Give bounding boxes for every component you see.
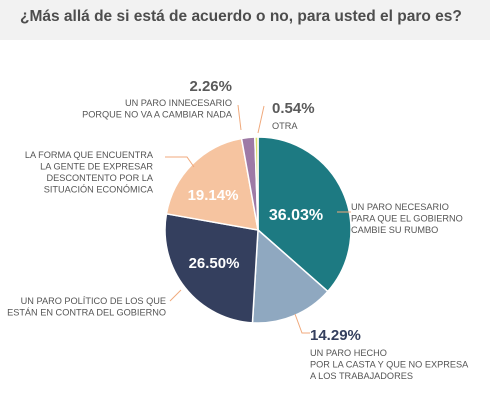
- pie-labels: 36.03% UN PARO NECESARIO PARA QUE EL GOBIE…: [7, 78, 469, 381]
- pie-slice-un-paro-politico-de-los-que-: [164, 212, 259, 324]
- leader-line-otra: [257, 105, 265, 134]
- leader-line-la-forma-que-encuentra-la-ge: [165, 156, 195, 168]
- category-label-un-paro-innecesario-porque-n: UN PARO INNECESARIO PORQUE NO VA A CAMBIA…: [82, 98, 233, 120]
- value-label-un-paro-innecesario-porque-n: 2.26%: [189, 78, 232, 95]
- pie-slice-un-paro-necesario-para-que-e: [257, 136, 352, 293]
- value-label-un-paro-hecho-por-la-casta-y: 14.29%: [310, 327, 361, 344]
- category-label-un-paro-politico-de-los-que-: UN PARO POLÍTICO DE LOS QUE ESTÁN EN CONT…: [7, 296, 166, 318]
- value-label-la-forma-que-encuentra-la-ge: 19.14%: [188, 187, 239, 204]
- chart-title: ¿Más allá de si está de acuerdo o no, pa…: [20, 8, 462, 25]
- pie-slice-otra: [254, 136, 259, 231]
- category-label-otra: OTRA: [272, 121, 298, 131]
- pie-slices: [164, 136, 352, 324]
- title-bar: ¿Más allá de si está de acuerdo o no, pa…: [0, 0, 490, 40]
- value-label-otra: 0.54%: [272, 100, 315, 117]
- category-label-la-forma-que-encuentra-la-ge: LA FORMA QUE ENCUENTRA LA GENTE DE EXPRES…: [25, 150, 154, 195]
- pie-slice-un-paro-hecho-por-la-casta-y: [251, 228, 329, 324]
- leader-line-un-paro-hecho-por-la-casta-y: [294, 313, 310, 334]
- leader-line-un-paro-politico-de-los-que-: [169, 289, 182, 302]
- category-label-un-paro-hecho-por-la-casta-y: UN PARO HECHO POR LA CASTA Y QUE NO EXPRE…: [310, 348, 469, 381]
- leader-line-un-paro-innecesario-porque-n: [237, 104, 242, 131]
- leader-lines: [165, 104, 351, 334]
- category-label-un-paro-necesario-para-que-e: UN PARO NECESARIO PARA QUE EL GOBIERNO CAM…: [351, 202, 463, 235]
- value-label-un-paro-politico-de-los-que-: 26.50%: [189, 255, 240, 272]
- value-label-un-paro-necesario-para-que-e: 36.03%: [269, 207, 323, 224]
